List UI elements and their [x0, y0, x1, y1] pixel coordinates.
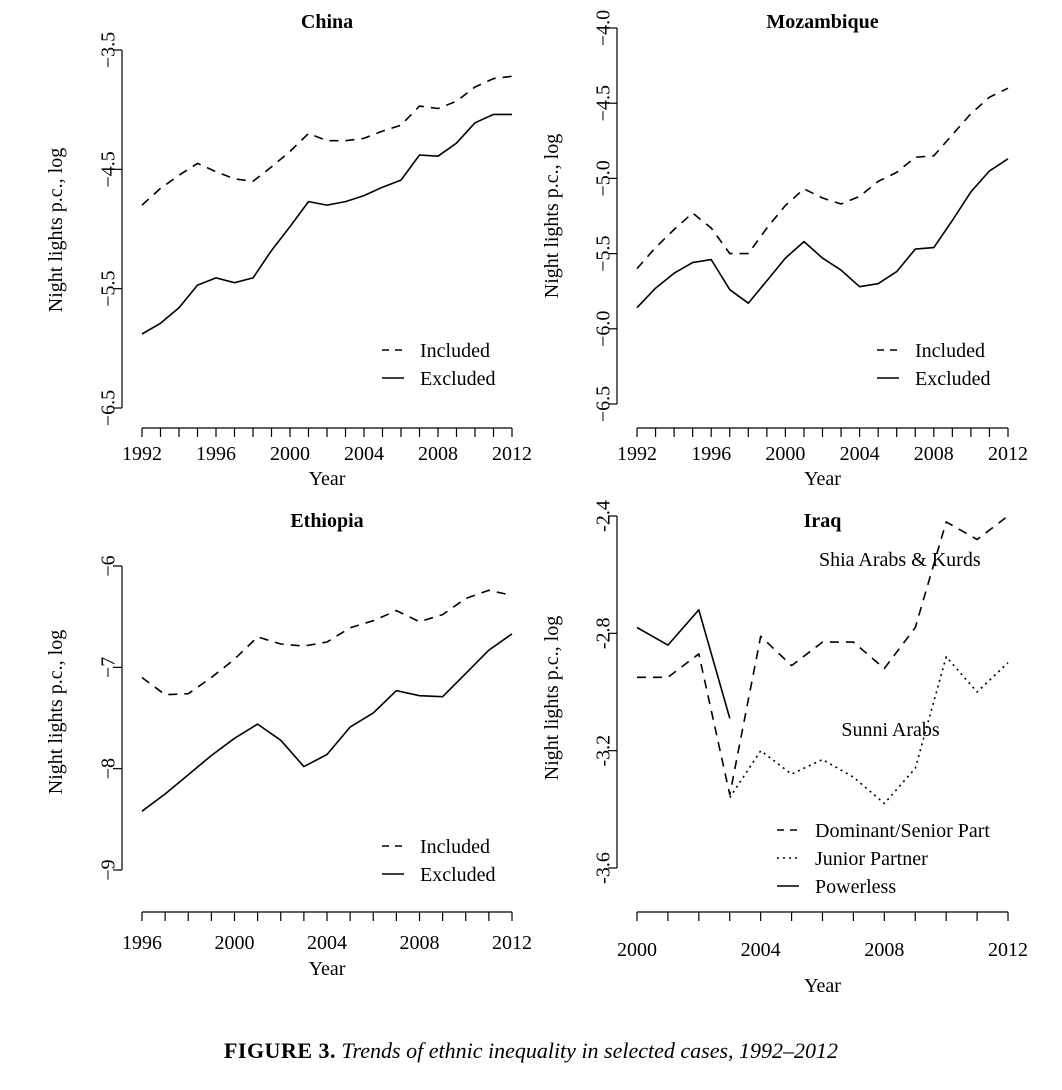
x-tick-label: 2008: [914, 443, 954, 465]
x-tick-label: 2004: [307, 932, 347, 954]
legend: Dominant/Senior Part Junior Partner Powerl…: [777, 820, 990, 898]
x-tick-label: 1996: [196, 443, 236, 465]
y-axis-label: Night lights p.c., log: [541, 134, 563, 298]
x-axis-label: Year: [804, 975, 841, 997]
legend-label: Included: [420, 340, 490, 362]
x-tick-label: 2008: [400, 932, 440, 954]
y-axis-label: Night lights p.c., log: [541, 616, 563, 780]
y-tick-label: −3.5: [98, 32, 120, 68]
legend: Included Excluded: [877, 340, 991, 390]
legend: Included Excluded: [382, 340, 496, 390]
y-tick-label: -2.8: [593, 617, 615, 649]
legend: Included Excluded: [382, 836, 496, 886]
y-tick-label: −6.5: [98, 390, 120, 426]
chart-title: Ethiopia: [290, 510, 363, 532]
y-tick-label: −5.5: [98, 271, 120, 307]
series-line-junior-partner: [729, 656, 1009, 805]
caption-text: Trends of ethnic inequality in selected …: [341, 1038, 839, 1063]
series-line-dominant-senior-part: [637, 515, 1009, 796]
y-tick-label: −6: [98, 555, 120, 576]
legend-label: Included: [915, 340, 985, 362]
series-line-included: [141, 75, 513, 206]
series-line-powerless: [636, 609, 731, 719]
figure-caption: FIGURE 3. Trends of ethnic inequality in…: [0, 1038, 1062, 1064]
x-tick-label: 2012: [492, 932, 532, 954]
chart-panel-ethiopia: Ethiopia −9 −8 −7 −6 Night lights p.c., log 19…: [45, 510, 532, 980]
figure: China −6.5 −5.5 −4.5 −3.5 Night lights p.c., …: [45, 10, 1028, 997]
y-tick-label: -2.4: [593, 500, 615, 532]
x-axis-label: Year: [309, 958, 346, 980]
x-tick-label: 2000: [270, 443, 310, 465]
x-tick-label: 2012: [492, 443, 532, 465]
y-tick-label: -3.2: [593, 735, 615, 767]
x-tick-label: 1996: [691, 443, 731, 465]
x-tick-label: 2004: [741, 939, 781, 961]
y-axis-label: Night lights p.c., log: [45, 148, 67, 312]
x-tick-label: 1992: [617, 443, 657, 465]
x-tick-label: 2008: [418, 443, 458, 465]
x-tick-label: 1996: [122, 932, 162, 954]
legend-label: Excluded: [420, 864, 496, 886]
y-tick-label: −6.5: [593, 386, 615, 422]
y-tick-label: −4.0: [593, 10, 615, 46]
chart-panel-mozambique: Mozambique −6.5 −6.0 −5.5 −5.0 −4.5 −4.0 Night …: [541, 10, 1028, 490]
x-tick-label: 2012: [988, 939, 1028, 961]
caption-label: FIGURE 3.: [223, 1038, 336, 1063]
x-tick-label: 2008: [864, 939, 904, 961]
x-tick-label: 2004: [840, 443, 880, 465]
y-tick-label: −6.0: [593, 311, 615, 347]
series-line-included: [141, 589, 513, 696]
chart-annotation: Sunni Arabs: [841, 719, 940, 741]
chart-title: China: [301, 11, 353, 33]
x-tick-label: 2012: [988, 443, 1028, 465]
x-axis-label: Year: [804, 468, 841, 490]
chart-title: Mozambique: [766, 11, 878, 33]
x-tick-label: 2000: [765, 443, 805, 465]
series-line-included: [636, 87, 1009, 270]
legend-label: Excluded: [420, 368, 496, 390]
chart-panel-iraq: Iraq -3.6 -3.2 -2.8 -2.4 Night lights p.c., l…: [541, 500, 1028, 997]
legend-label: Dominant/Senior Part: [815, 820, 990, 842]
chart-panel-china: China −6.5 −5.5 −4.5 −3.5 Night lights p.c., …: [45, 11, 532, 490]
y-tick-label: −9: [98, 859, 120, 880]
chart-title: Iraq: [804, 510, 842, 532]
y-tick-label: −7: [98, 657, 120, 678]
series-line-excluded: [141, 113, 512, 335]
y-axis-label: Night lights p.c., log: [45, 630, 67, 794]
x-tick-label: 2000: [617, 939, 657, 961]
x-tick-label: 1992: [122, 443, 162, 465]
x-tick-label: 2004: [344, 443, 384, 465]
legend-label: Excluded: [915, 368, 991, 390]
x-axis-label: Year: [309, 468, 346, 490]
legend-label: Powerless: [815, 876, 896, 898]
series-line-excluded: [636, 158, 1009, 309]
x-tick-label: 2000: [215, 932, 255, 954]
legend-label: Included: [420, 836, 490, 858]
y-tick-label: −5.0: [593, 160, 615, 196]
chart-annotation: Shia Arabs & Kurds: [819, 549, 981, 571]
legend-label: Junior Partner: [815, 848, 928, 870]
y-tick-label: −8: [98, 758, 120, 779]
y-tick-label: −5.5: [593, 235, 615, 271]
y-tick-label: -3.6: [593, 852, 615, 884]
y-tick-label: −4.5: [593, 85, 615, 121]
series-line-excluded: [141, 633, 513, 812]
y-tick-label: −4.5: [98, 151, 120, 187]
